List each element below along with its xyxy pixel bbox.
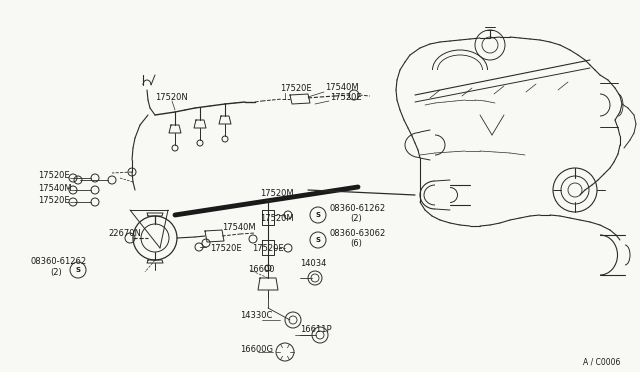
Text: 17520E: 17520E	[280, 83, 312, 93]
Text: (6): (6)	[350, 238, 362, 247]
Text: 08360-63062: 08360-63062	[330, 228, 387, 237]
Text: A / C0006: A / C0006	[582, 357, 620, 366]
Text: 17520M: 17520M	[260, 214, 294, 222]
Text: S: S	[316, 212, 321, 218]
Text: (2): (2)	[50, 267, 61, 276]
Text: 17520E: 17520E	[330, 93, 362, 102]
Text: S: S	[76, 267, 81, 273]
Text: 17520N: 17520N	[155, 93, 188, 102]
Text: 17520E: 17520E	[38, 170, 70, 180]
Text: 08360-61262: 08360-61262	[30, 257, 86, 266]
Text: 16611P: 16611P	[300, 326, 332, 334]
Text: 14034: 14034	[300, 259, 326, 267]
Text: 17520E: 17520E	[210, 244, 242, 253]
Text: 17540M: 17540M	[38, 183, 72, 192]
Text: 17520E: 17520E	[38, 196, 70, 205]
Text: 17520M: 17520M	[260, 189, 294, 198]
Text: 08360-61262: 08360-61262	[330, 203, 386, 212]
Text: S: S	[316, 237, 321, 243]
Text: 14330C: 14330C	[240, 311, 273, 321]
Text: 17520E: 17520E	[252, 244, 284, 253]
Text: (2): (2)	[350, 214, 362, 222]
Text: 16600G: 16600G	[240, 346, 273, 355]
Text: 22670N: 22670N	[108, 228, 141, 237]
Text: 17540M: 17540M	[222, 222, 255, 231]
Text: 16600: 16600	[248, 266, 275, 275]
Text: 17540M: 17540M	[325, 83, 358, 92]
